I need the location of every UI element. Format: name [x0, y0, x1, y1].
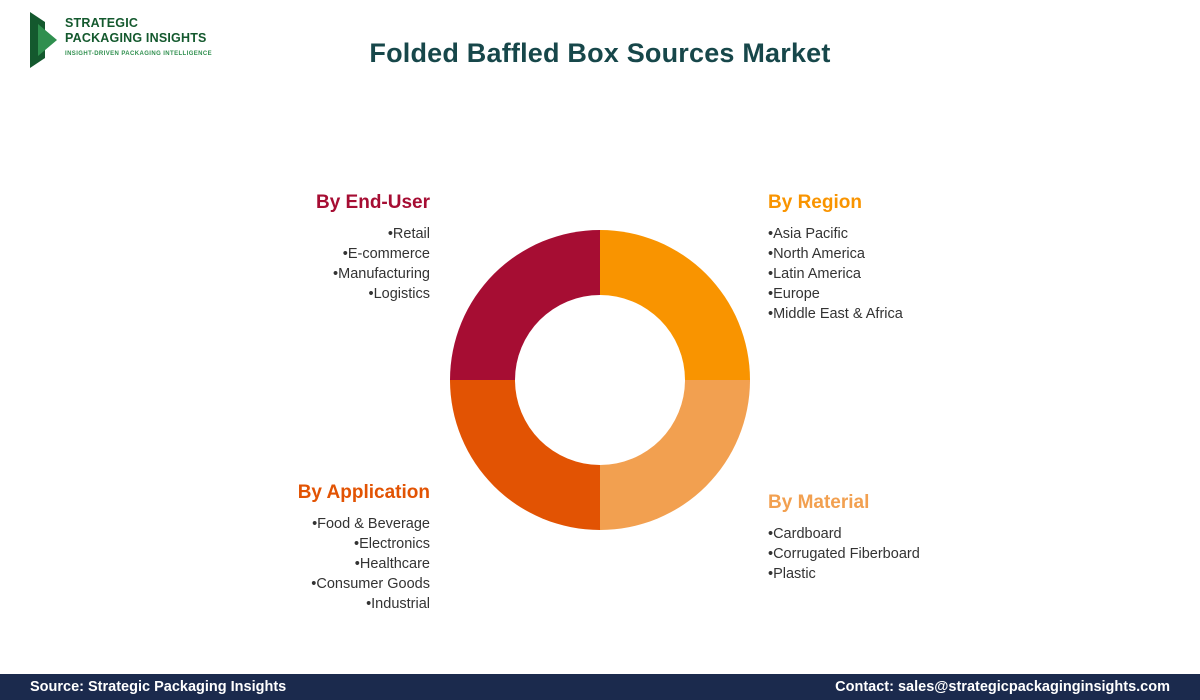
footer-contact: Contact: sales@strategicpackaginginsight…	[835, 679, 1170, 695]
page-title: Folded Baffled Box Sources Market	[369, 38, 831, 69]
list-item: North America	[768, 244, 1088, 264]
footer-source: Source: Strategic Packaging Insights	[30, 679, 287, 695]
group-list-by-end-user: Retail E-commerce Manufacturing Logistic…	[110, 224, 430, 304]
group-title-by-application: By Application	[297, 482, 430, 503]
list-item: Manufacturing	[110, 264, 430, 284]
logo-line1: STRATEGIC	[65, 16, 139, 30]
list-item: Corrugated Fiberboard	[768, 544, 1088, 564]
list-item: Retail	[110, 224, 430, 244]
group-title-by-end-user: By End-User	[315, 192, 430, 213]
group-list-by-application: Food & Beverage Electronics Healthcare C…	[110, 514, 430, 614]
list-item: Latin America	[768, 264, 1088, 284]
group-by-application: By Application Food & Beverage Electroni…	[110, 482, 430, 614]
list-item: Electronics	[110, 534, 430, 554]
list-item: Cardboard	[768, 524, 1088, 544]
group-title-by-material: By Material	[768, 492, 870, 513]
list-item: Europe	[768, 284, 1088, 304]
logo: STRATEGIC PACKAGING INSIGHTS INSIGHT-DRI…	[30, 12, 212, 68]
list-item: Logistics	[110, 284, 430, 304]
group-by-region: By Region Asia Pacific North America Lat…	[768, 192, 1088, 324]
logo-tagline: INSIGHT-DRIVEN PACKAGING INTELLIGENCE	[65, 51, 213, 57]
logo-line2: PACKAGING INSIGHTS	[65, 31, 207, 45]
logo-arrow-icon	[30, 12, 57, 68]
list-item: Asia Pacific	[768, 224, 1088, 244]
list-item: Consumer Goods	[110, 574, 430, 594]
list-item: Industrial	[110, 594, 430, 614]
list-item: Middle East & Africa	[768, 304, 1088, 324]
footer-bar: Source: Strategic Packaging Insights Con…	[0, 674, 1200, 700]
donut-chart-hole	[515, 295, 685, 465]
group-title-by-region: By Region	[768, 192, 862, 213]
group-list-by-region: Asia Pacific North America Latin America…	[768, 224, 1088, 324]
list-item: Healthcare	[110, 554, 430, 574]
list-item: Plastic	[768, 564, 1088, 584]
list-item: Food & Beverage	[110, 514, 430, 534]
group-list-by-material: Cardboard Corrugated Fiberboard Plastic	[768, 524, 1088, 584]
group-by-end-user: By End-User Retail E-commerce Manufactur…	[110, 192, 430, 304]
donut-chart	[450, 230, 750, 530]
group-by-material: By Material Cardboard Corrugated Fiberbo…	[768, 492, 1088, 584]
list-item: E-commerce	[110, 244, 430, 264]
logo-text: STRATEGIC PACKAGING INSIGHTS INSIGHT-DRI…	[65, 12, 212, 57]
